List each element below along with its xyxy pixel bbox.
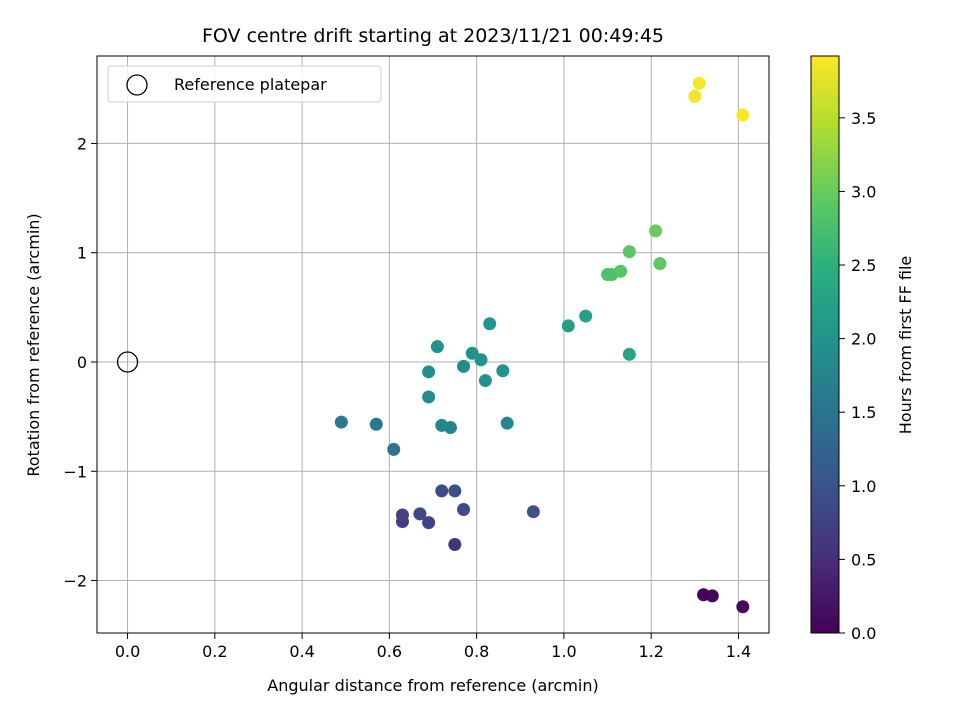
x-tick-label: 1.0 bbox=[551, 642, 576, 661]
data-point bbox=[526, 505, 540, 519]
data-point bbox=[435, 484, 449, 498]
chart-title: FOV centre drift starting at 2023/11/21 … bbox=[202, 25, 664, 47]
data-point bbox=[457, 503, 471, 517]
legend-box bbox=[107, 65, 382, 103]
x-tick-label: 0.8 bbox=[464, 642, 489, 661]
colorbar-tick-label: 0.5 bbox=[851, 550, 876, 569]
colorbar-ticks: 0.0 0.5 1.0 1.5 2.0 2.5 3.0 3.5 bbox=[839, 109, 876, 643]
data-point bbox=[622, 245, 636, 259]
data-point bbox=[413, 507, 427, 521]
legend-label: Reference platepar bbox=[174, 75, 327, 94]
x-tick-label: 0.0 bbox=[115, 642, 140, 661]
y-tick-label: 1 bbox=[77, 244, 87, 263]
data-point bbox=[422, 390, 436, 404]
data-point bbox=[579, 309, 593, 323]
y-tick-label: −2 bbox=[63, 572, 87, 591]
data-point bbox=[334, 415, 348, 429]
y-tick-label: −1 bbox=[63, 462, 87, 481]
data-point bbox=[688, 89, 702, 103]
data-point bbox=[430, 340, 444, 354]
data-point bbox=[500, 416, 514, 430]
legend: Reference platepar bbox=[107, 65, 382, 103]
grid-lines bbox=[97, 56, 769, 633]
data-point bbox=[448, 484, 462, 498]
data-point bbox=[692, 76, 706, 90]
colorbar-gradient bbox=[810, 55, 840, 634]
data-point bbox=[622, 347, 636, 361]
colorbar-tick-label: 3.5 bbox=[851, 109, 876, 128]
plot-frame bbox=[96, 55, 770, 634]
colorbar-tick-label: 2.5 bbox=[851, 256, 876, 275]
data-point bbox=[435, 418, 449, 432]
x-tick-label: 0.2 bbox=[202, 642, 227, 661]
data-point bbox=[483, 317, 497, 331]
data-point bbox=[457, 359, 471, 373]
data-point bbox=[422, 516, 436, 530]
colorbar-tick-label: 0.0 bbox=[851, 624, 876, 643]
x-axis-label: Angular distance from reference (arcmin) bbox=[267, 676, 598, 695]
colorbar-tick-label: 1.5 bbox=[851, 403, 876, 422]
data-points bbox=[334, 76, 750, 614]
x-tick-label: 0.4 bbox=[289, 642, 314, 661]
legend-marker-icon bbox=[126, 74, 148, 96]
colorbar: 0.0 0.5 1.0 1.5 2.0 2.5 3.0 3.5 Hours from firs… bbox=[810, 55, 915, 643]
data-point bbox=[395, 508, 409, 522]
y-tick-label: 2 bbox=[77, 134, 87, 153]
y-axis-ticks: −2 −1 0 1 2 bbox=[63, 134, 97, 591]
data-point bbox=[649, 224, 663, 238]
y-tick-label: 0 bbox=[77, 353, 87, 372]
colorbar-label: Hours from first FF file bbox=[896, 256, 915, 435]
reference-platepar-point bbox=[116, 351, 139, 373]
reference-marker bbox=[116, 351, 139, 373]
y-axis-label: Rotation from reference (arcmin) bbox=[24, 213, 43, 476]
data-point bbox=[369, 417, 383, 431]
data-point bbox=[736, 108, 750, 122]
colorbar-tick-label: 1.0 bbox=[851, 477, 876, 496]
x-tick-label: 1.4 bbox=[726, 642, 751, 661]
data-point bbox=[561, 319, 575, 333]
data-point bbox=[496, 364, 510, 378]
data-point bbox=[705, 589, 719, 603]
x-tick-label: 1.2 bbox=[638, 642, 663, 661]
data-point bbox=[448, 537, 462, 551]
data-point bbox=[478, 374, 492, 388]
data-point bbox=[653, 257, 667, 271]
data-point bbox=[422, 365, 436, 379]
colorbar-tick-label: 2.0 bbox=[851, 330, 876, 349]
colorbar-tick-label: 3.0 bbox=[851, 182, 876, 201]
data-point bbox=[387, 442, 401, 456]
data-point bbox=[614, 264, 628, 278]
x-tick-label: 0.6 bbox=[377, 642, 402, 661]
x-axis-ticks: 0.0 0.2 0.4 0.6 0.8 1.0 1.2 1.4 bbox=[115, 633, 751, 661]
data-point bbox=[474, 353, 488, 367]
data-point bbox=[736, 600, 750, 614]
